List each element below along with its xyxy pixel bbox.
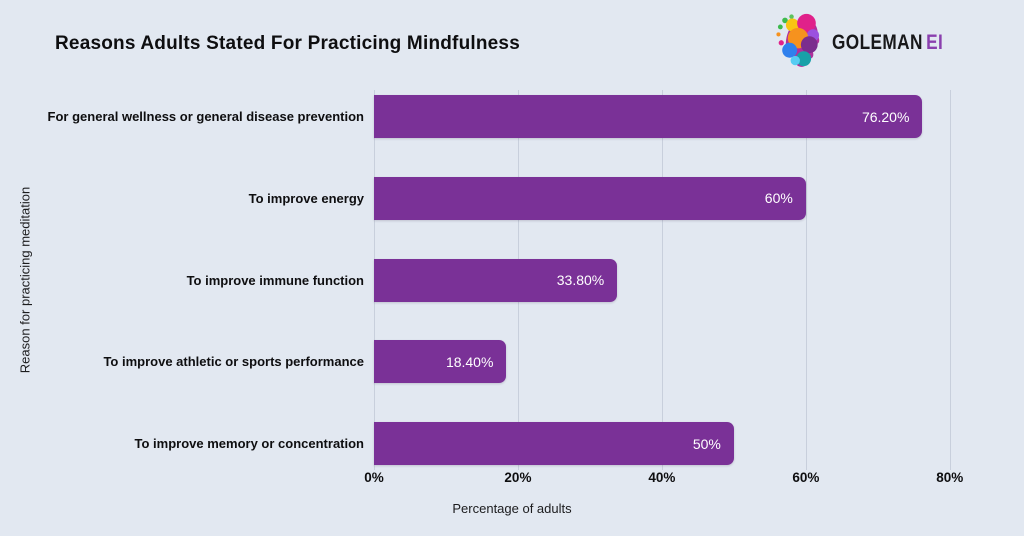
category-label: To improve energy [248, 190, 364, 206]
x-tick-label: 40% [648, 470, 676, 485]
logo-text-accent: EI [926, 30, 944, 54]
category-label: To improve athletic or sports performanc… [103, 354, 364, 370]
brain-head-icon [775, 12, 823, 73]
x-axis-title: Percentage of adults [452, 501, 572, 516]
category-label: To improve immune function [186, 272, 364, 288]
logo-text: GOLEMAN EI [832, 31, 943, 55]
bar-row-5: 50% [374, 422, 734, 465]
x-tick-label: 0% [364, 470, 384, 485]
gridline-80% [949, 90, 951, 470]
x-tick-label: 20% [504, 470, 532, 485]
bar-value-label: 33.80% [556, 272, 605, 288]
bar-row-2: 60% [374, 176, 806, 220]
bar-value-label: 76.20% [861, 108, 910, 125]
bar-row-3: 33.80% [374, 258, 618, 302]
bar-value-label: 18.40% [445, 353, 494, 370]
page-title: Reasons Adults Stated For Practicing Min… [55, 33, 520, 54]
gridline-60% [805, 90, 807, 470]
logo-text-primary: GOLEMAN [832, 30, 924, 54]
gridline-40% [661, 90, 663, 470]
category-labels: For general wellness or general disease … [0, 90, 364, 470]
plot-area: 76.20% 60% 33.80% 18.40% 50% [374, 90, 980, 470]
bar-value-label: 50% [692, 435, 721, 452]
bar-row-1: 76.20% [374, 95, 923, 138]
bar-row-4: 18.40% [374, 340, 507, 384]
category-label: For general wellness or general disease … [47, 109, 364, 124]
brand-logo: GOLEMAN EI [775, 12, 968, 73]
x-tick-label: 80% [936, 470, 964, 485]
x-tick-label: 60% [792, 470, 820, 485]
bar-value-label: 60% [764, 190, 793, 207]
category-label: To improve memory or concentration [134, 436, 364, 451]
x-axis-ticks: 0% 20% 40% 60% 80% [364, 470, 980, 488]
